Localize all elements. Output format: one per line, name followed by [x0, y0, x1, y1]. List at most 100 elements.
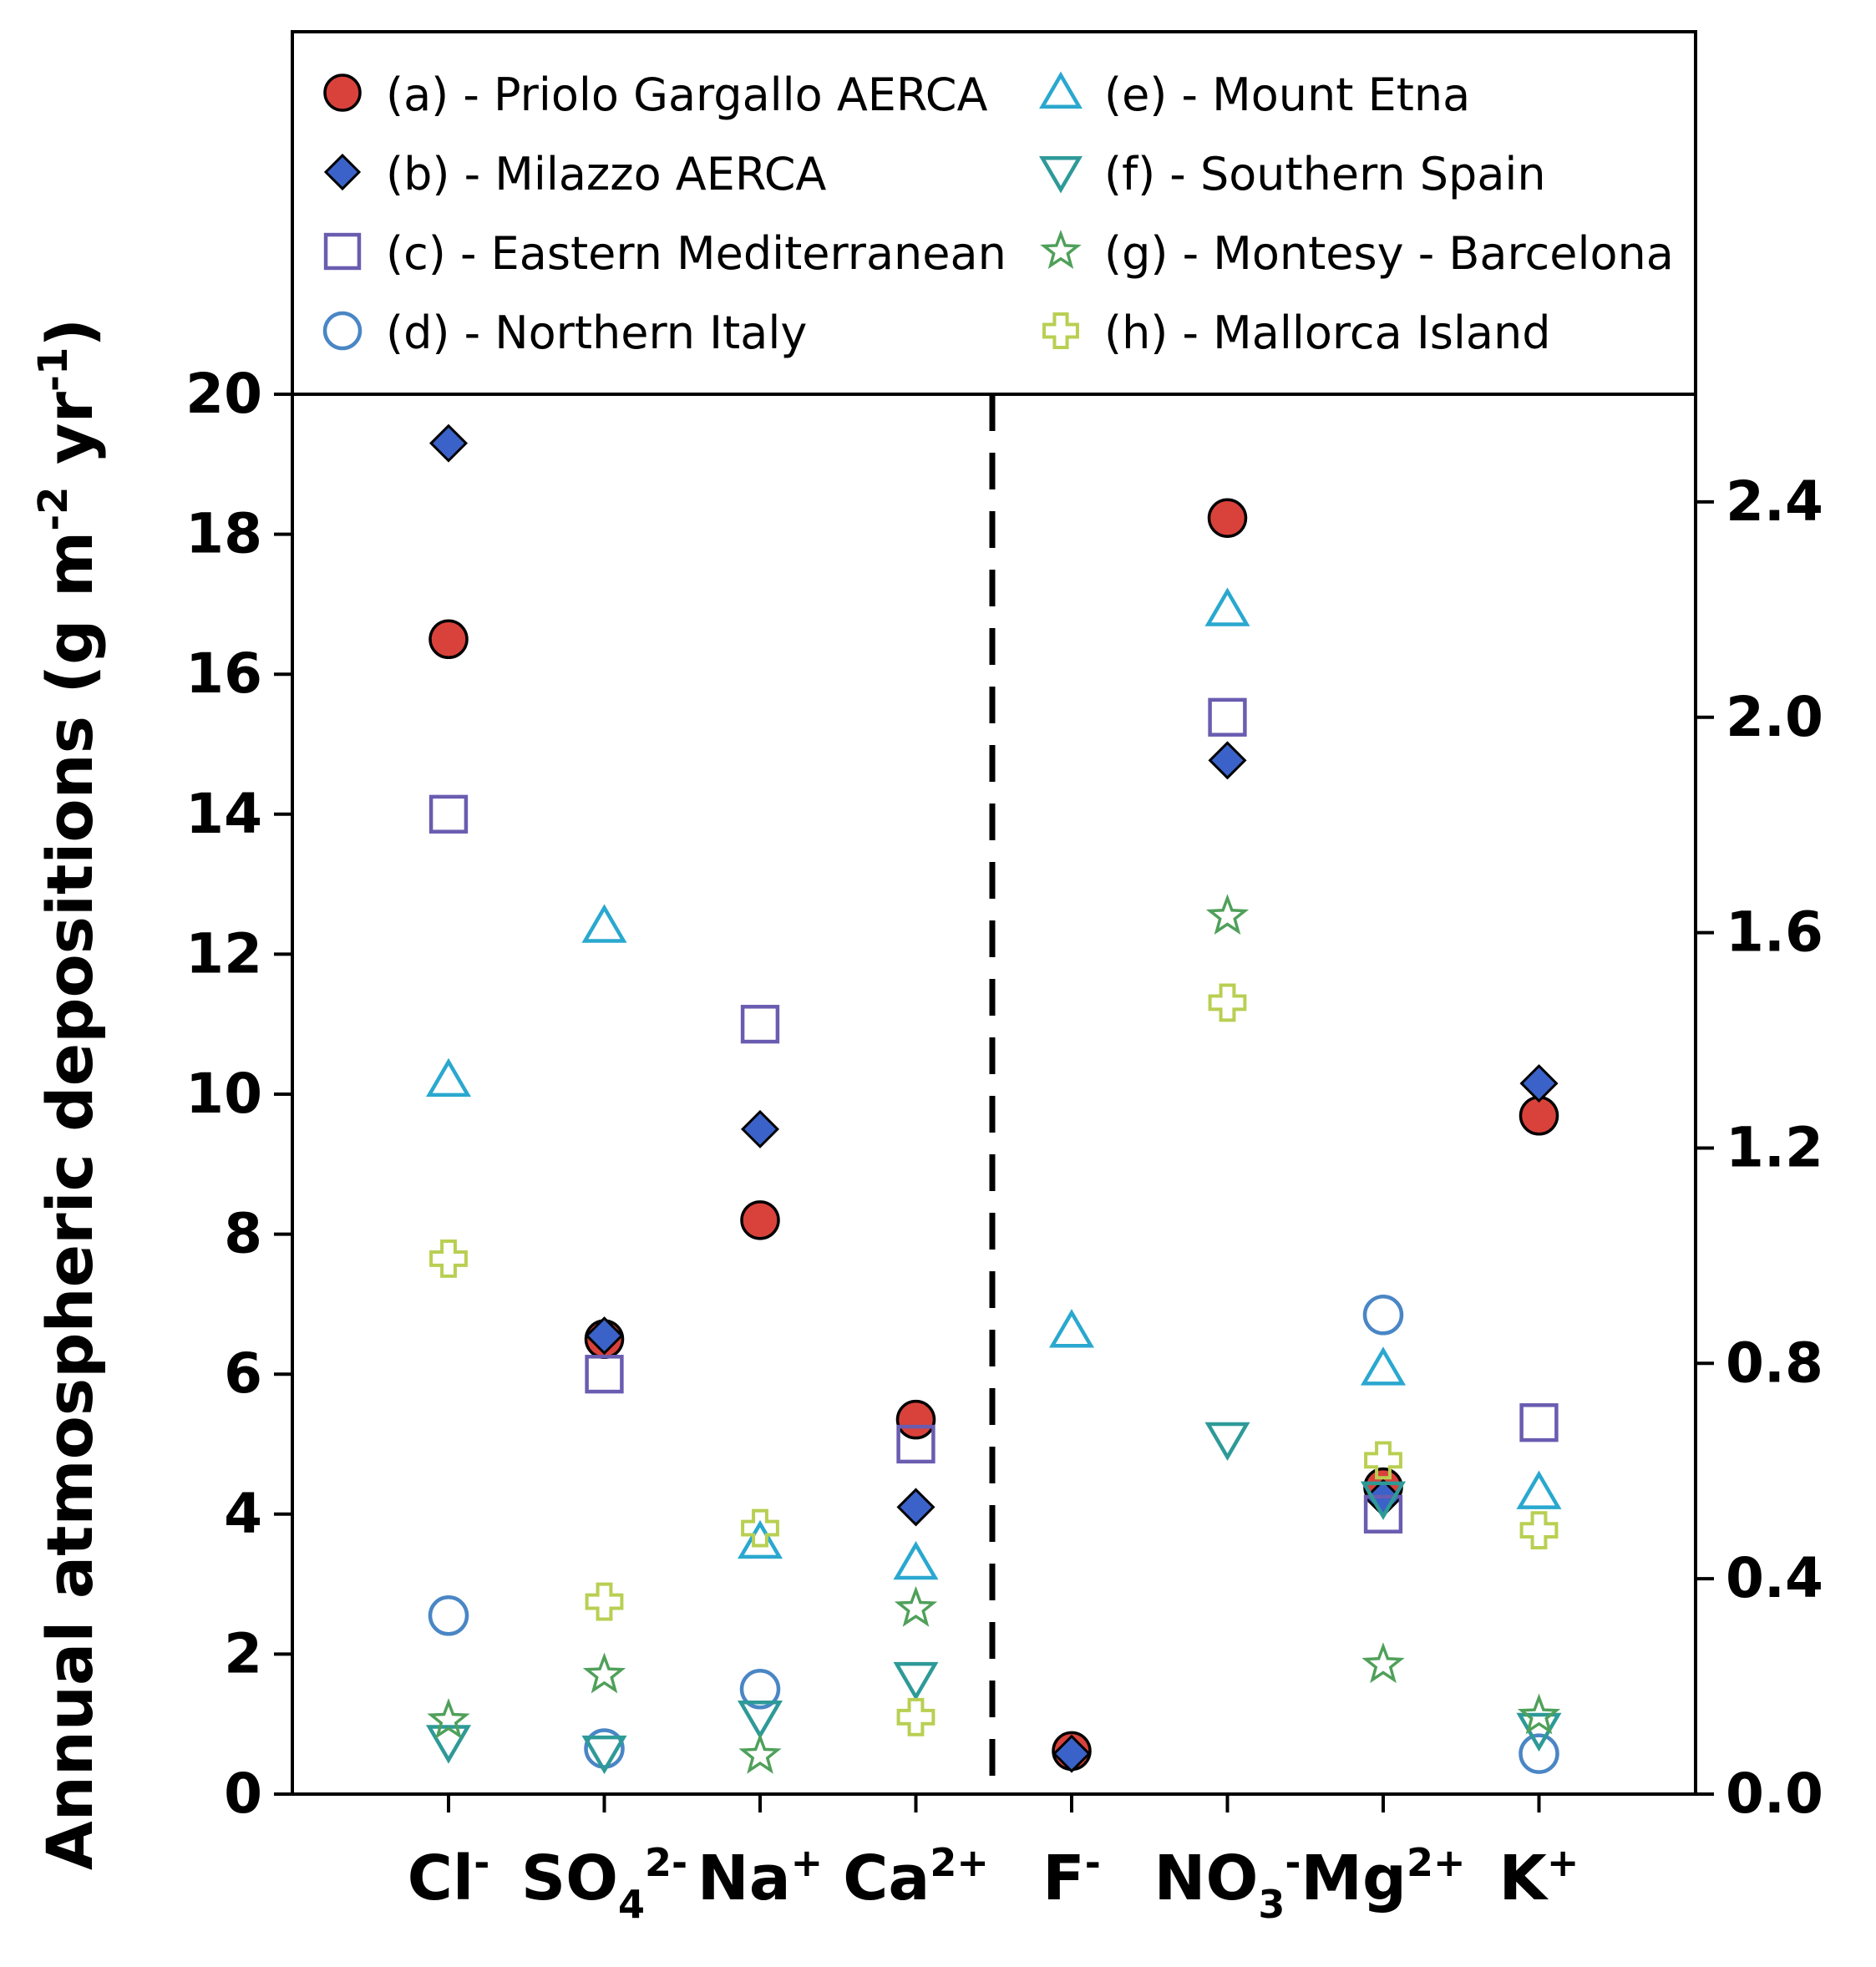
legend-item: (e) - Mount Etna	[1039, 68, 1470, 121]
data-point	[428, 794, 469, 834]
left-tick-label: 12	[185, 921, 262, 986]
legend-item: (f) - Southern Spain	[1039, 148, 1546, 200]
legend-symbol	[323, 232, 362, 271]
legend-symbol	[323, 153, 362, 191]
legend-label: (b) - Milazzo AERCA	[386, 148, 826, 200]
right-tick-label: 1.2	[1726, 1115, 1823, 1179]
legend-label: (c) - Eastern Mediterranean	[386, 227, 1006, 280]
left-tick-label: 6	[224, 1341, 262, 1406]
legend-label: (g) - Montesy - Barcelona	[1104, 227, 1674, 280]
data-point	[1208, 983, 1247, 1022]
data-point	[1519, 1733, 1559, 1774]
category-label: F-	[1042, 1840, 1101, 1914]
data-point	[581, 904, 627, 943]
series-1	[428, 498, 1559, 1772]
data-points	[425, 423, 1562, 1775]
legend-item: (g) - Montesy - Barcelona	[1040, 227, 1674, 280]
data-point	[1360, 1346, 1407, 1386]
series-8	[429, 983, 1559, 1736]
y-axis-label: Annual atmospheric depositions (g m-2 yr…	[30, 318, 107, 1870]
data-point	[585, 1355, 624, 1394]
right-tick-label: 2.0	[1726, 685, 1823, 749]
data-point	[740, 1109, 780, 1148]
data-point	[1205, 894, 1250, 935]
category-label: SO42-	[521, 1840, 687, 1927]
data-point	[1048, 1309, 1095, 1348]
legend-symbol	[1039, 155, 1083, 194]
series-3	[428, 697, 1559, 1534]
data-point	[429, 1240, 468, 1278]
axes: 0 2 4 6 8 10 12 14 16 18 20 0.0 0.4 0.8 1.2 1.6 2.0 2.4 Cl…	[30, 30, 1823, 1927]
data-point	[1519, 1403, 1559, 1442]
data-point	[740, 1005, 780, 1044]
right-tick-label: 2.4	[1726, 469, 1823, 534]
data-point	[425, 1057, 472, 1098]
legend-label: (f) - Southern Spain	[1104, 148, 1546, 200]
data-point	[1361, 1642, 1405, 1684]
data-point	[581, 1735, 627, 1775]
left-tick-label: 10	[185, 1062, 262, 1126]
legend-symbol	[1040, 230, 1082, 270]
right-tick-label: 0.4	[1726, 1546, 1823, 1610]
left-tick-label: 16	[185, 641, 262, 706]
legend-item: (c) - Eastern Mediterranean	[323, 227, 1006, 280]
data-point	[427, 1697, 470, 1739]
legend-label: (d) - Northern Italy	[386, 307, 807, 359]
left-tick-label: 14	[185, 782, 262, 846]
data-point	[1052, 1734, 1092, 1773]
data-point	[737, 1519, 783, 1559]
category-label: Cl-	[408, 1840, 490, 1914]
left-tick-label: 18	[185, 502, 262, 566]
data-point	[739, 1669, 781, 1710]
data-point	[428, 1595, 469, 1636]
data-point	[1208, 697, 1247, 737]
category-label: Ca2+	[843, 1840, 989, 1914]
series-2	[428, 423, 1559, 1773]
data-point	[1207, 498, 1248, 539]
data-point	[893, 1540, 939, 1580]
data-point	[585, 1316, 624, 1356]
legend-label: (h) - Mallorca Island	[1104, 307, 1551, 359]
left-tick-label: 2	[224, 1621, 262, 1686]
data-point	[1516, 1470, 1562, 1509]
left-tick-label: 20	[185, 362, 262, 426]
left-tick-label: 4	[224, 1482, 262, 1546]
data-point	[737, 1700, 783, 1740]
legend-item: (b) - Milazzo AERCA	[323, 148, 826, 200]
legend-label: (e) - Mount Etna	[1104, 68, 1470, 121]
legend-item: (d) - Northern Italy	[322, 307, 807, 359]
right-tick-label: 0.0	[1726, 1762, 1823, 1826]
data-point	[425, 1725, 472, 1764]
data-point	[740, 1200, 780, 1240]
data-point	[896, 1424, 935, 1464]
left-tick-label: 8	[224, 1202, 262, 1266]
data-point	[1204, 1422, 1250, 1462]
right-tick-label: 1.6	[1726, 900, 1823, 965]
data-point	[428, 423, 469, 463]
category-label: Mg2+	[1301, 1840, 1465, 1914]
data-point	[1364, 1441, 1402, 1480]
legend-item: (a) - Priolo Gargallo AERCA	[323, 68, 987, 121]
right-tick-label: 0.8	[1726, 1331, 1823, 1395]
data-point	[741, 1508, 779, 1548]
legend-symbol	[322, 311, 363, 351]
legend-symbol	[1039, 71, 1083, 109]
data-point	[895, 1399, 936, 1440]
data-point	[738, 1732, 782, 1774]
plot-frame	[291, 30, 1697, 1796]
legend: (a) - Priolo Gargallo AERCA (b) - Milazzo…	[322, 68, 1674, 359]
legend-item: (h) - Mallorca Island	[1042, 307, 1551, 359]
category-label: NO3-	[1154, 1840, 1301, 1927]
data-point	[1360, 1481, 1407, 1520]
legend-symbol	[1042, 312, 1079, 349]
data-point	[1519, 1511, 1559, 1550]
left-tick-label: 0	[224, 1762, 262, 1826]
data-point	[1363, 1494, 1403, 1534]
data-point	[894, 1585, 938, 1627]
series-5	[425, 587, 1562, 1580]
data-point	[1204, 587, 1250, 626]
data-point	[1362, 1295, 1404, 1336]
data-point	[582, 1652, 626, 1694]
legend-label: (a) - Priolo Gargallo AERCA	[386, 68, 987, 121]
